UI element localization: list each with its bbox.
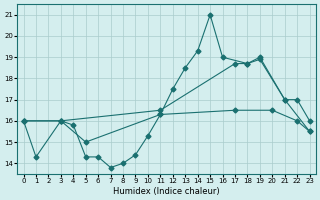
X-axis label: Humidex (Indice chaleur): Humidex (Indice chaleur)	[113, 187, 220, 196]
